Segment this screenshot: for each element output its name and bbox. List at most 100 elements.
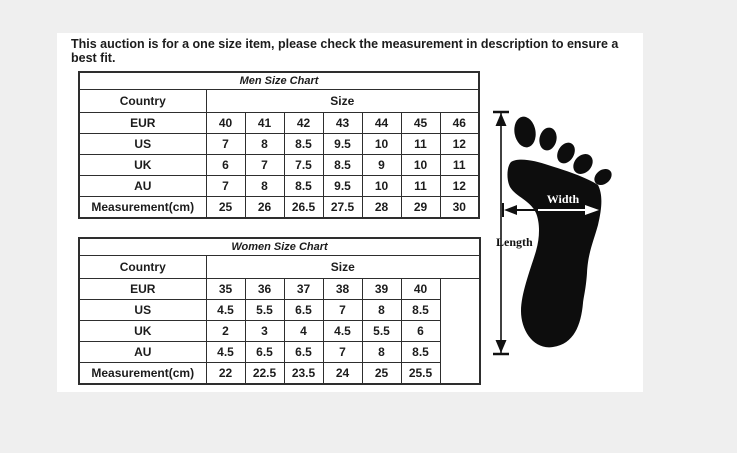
size-value: 4.5 (205, 341, 246, 363)
size-value: 28 (361, 196, 402, 219)
size-value: 6.5 (283, 341, 324, 363)
size-value: 29 (400, 196, 441, 219)
table-row: UK 6 7 7.5 8.5 9 10 11 (78, 154, 480, 176)
size-value: 46 (439, 112, 480, 134)
table-header-row: Country Size (78, 255, 481, 279)
size-value: 11 (400, 133, 441, 155)
size-value: 42 (283, 112, 324, 134)
empty-cell (439, 278, 481, 385)
size-value: 4.5 (205, 299, 246, 321)
women-size-table: Women Size Chart Country Size EUR 35 36 37 3… (78, 237, 481, 385)
table-row: EUR 40 41 42 43 44 45 46 (78, 112, 480, 134)
size-value: 44 (361, 112, 402, 134)
size-value: 12 (439, 133, 480, 155)
width-label: Width (547, 192, 580, 206)
size-value: 10 (361, 175, 402, 197)
size-value: 40 (205, 112, 246, 134)
size-value: 37 (283, 278, 324, 300)
size-value: 7.5 (283, 154, 324, 176)
size-value: 11 (439, 154, 480, 176)
table-title: Men Size Chart (78, 71, 480, 90)
size-value: 9.5 (322, 175, 363, 197)
size-value: 10 (400, 154, 441, 176)
size-value: 26.5 (283, 196, 324, 219)
size-value: 11 (400, 175, 441, 197)
row-label: EUR (78, 112, 207, 134)
size-value: 45 (400, 112, 441, 134)
size-value: 5.5 (244, 299, 285, 321)
size-value: 22 (205, 362, 246, 385)
size-value: 36 (244, 278, 285, 300)
size-value: 6 (400, 320, 441, 342)
row-label: AU (78, 341, 207, 363)
size-header: Size (205, 89, 480, 113)
size-value: 8.5 (322, 154, 363, 176)
auction-notice-text: This auction is for a one size item, ple… (71, 37, 619, 65)
size-value: 23.5 (283, 362, 324, 385)
table-title-row: Women Size Chart (78, 237, 481, 256)
size-value: 3 (244, 320, 285, 342)
size-value: 12 (439, 175, 480, 197)
size-value: 5.5 (361, 320, 402, 342)
country-header: Country (78, 255, 207, 279)
size-value: 26 (244, 196, 285, 219)
table-title: Women Size Chart (78, 237, 481, 256)
size-value: 35 (205, 278, 246, 300)
size-value: 4.5 (322, 320, 363, 342)
row-label: AU (78, 175, 207, 197)
size-value: 43 (322, 112, 363, 134)
size-value: 6 (205, 154, 246, 176)
size-value: 9 (361, 154, 402, 176)
size-value: 7 (205, 133, 246, 155)
size-value: 25.5 (400, 362, 441, 385)
row-label: Measurement(cm) (78, 362, 207, 385)
size-value: 8 (361, 299, 402, 321)
size-header: Size (205, 255, 481, 279)
size-value: 6.5 (244, 341, 285, 363)
size-value: 10 (361, 133, 402, 155)
length-arrow-icon (493, 110, 509, 356)
foot-measurement-diagram: Width Length (493, 110, 612, 356)
row-label: EUR (78, 278, 207, 300)
size-value: 8 (244, 133, 285, 155)
width-arrow-icon (502, 203, 599, 217)
size-value: 8 (361, 341, 402, 363)
table-row: EUR 35 36 37 38 39 40 (78, 278, 481, 385)
size-value: 8.5 (283, 175, 324, 197)
size-value: 30 (439, 196, 480, 219)
size-value: 2 (205, 320, 246, 342)
footprint-icon (507, 116, 612, 348)
size-value: 27.5 (322, 196, 363, 219)
men-size-table: Men Size Chart Country Size EUR 40 41 42 43 4… (78, 71, 480, 219)
size-value: 38 (322, 278, 363, 300)
table-header-row: Country Size (78, 89, 480, 113)
size-value: 7 (205, 175, 246, 197)
size-value: 25 (205, 196, 246, 219)
row-label: US (78, 133, 207, 155)
row-label: UK (78, 154, 207, 176)
size-value: 40 (400, 278, 441, 300)
content-panel: This auction is for a one size item, ple… (57, 33, 643, 392)
row-label: US (78, 299, 207, 321)
size-value: 8 (244, 175, 285, 197)
country-header: Country (78, 89, 207, 113)
size-value: 6.5 (283, 299, 324, 321)
size-value: 8.5 (400, 299, 441, 321)
size-value: 25 (361, 362, 402, 385)
length-label: Length (496, 235, 533, 249)
table-row: Measurement(cm) 22 22.5 23.5 24 25 25.5 (78, 362, 480, 385)
row-label: Measurement(cm) (78, 196, 207, 219)
row-label: UK (78, 320, 207, 342)
table-row: US 4.5 5.5 6.5 7 8 8.5 (78, 299, 480, 321)
size-value: 9.5 (322, 133, 363, 155)
size-value: 7 (322, 299, 363, 321)
size-value: 8.5 (400, 341, 441, 363)
size-value: 39 (361, 278, 402, 300)
size-value: 4 (283, 320, 324, 342)
table-row: UK 2 3 4 4.5 5.5 6 (78, 320, 480, 342)
size-value: 24 (322, 362, 363, 385)
size-value: 41 (244, 112, 285, 134)
size-value: 8.5 (283, 133, 324, 155)
table-row: AU 4.5 6.5 6.5 7 8 8.5 (78, 341, 480, 363)
